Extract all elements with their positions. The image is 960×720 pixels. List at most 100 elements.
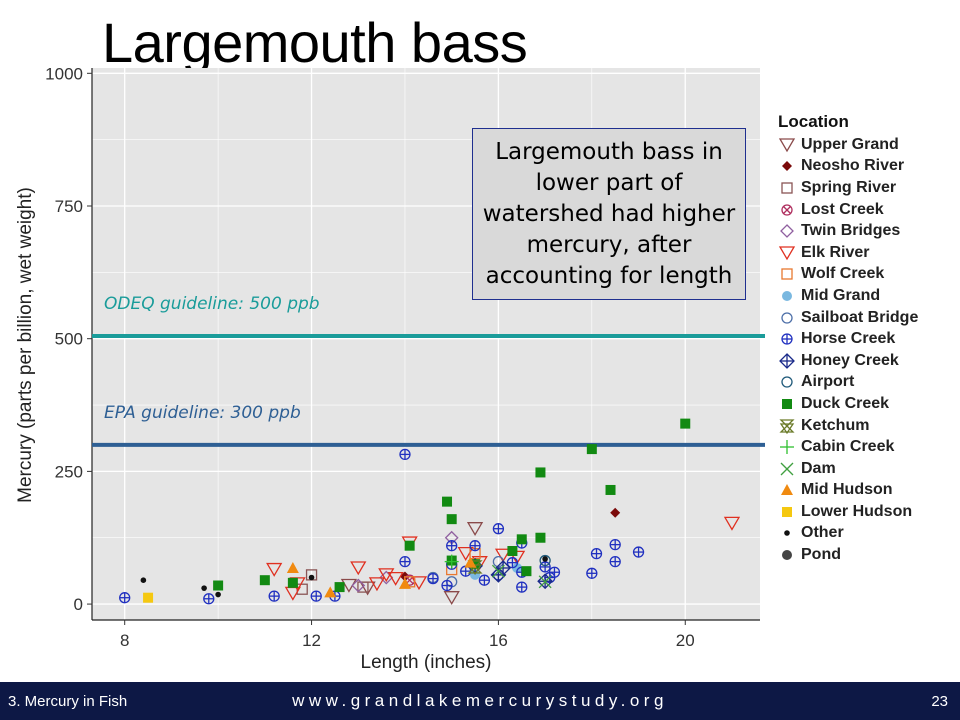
data-point bbox=[457, 547, 474, 561]
legend-marker bbox=[782, 161, 792, 172]
legend-key-icon bbox=[779, 352, 795, 369]
data-point bbox=[259, 575, 270, 586]
legend-label: Elk River bbox=[801, 243, 870, 261]
data-point bbox=[441, 579, 453, 592]
legend-marker bbox=[781, 484, 793, 496]
legend-marker bbox=[782, 550, 792, 561]
legend-label: Dam bbox=[801, 459, 836, 477]
legend-key-icon bbox=[782, 398, 792, 409]
legend-marker bbox=[781, 182, 793, 194]
data-point bbox=[140, 577, 147, 583]
legend-item: Elk River bbox=[778, 242, 918, 264]
slide-title: Largemouth bass bbox=[102, 11, 528, 74]
legend-label: Airport bbox=[801, 373, 855, 391]
y-tick-label: 1000 bbox=[45, 64, 83, 83]
data-point bbox=[535, 532, 546, 543]
legend-key-icon bbox=[779, 418, 795, 434]
data-point bbox=[609, 555, 621, 568]
data-point bbox=[266, 562, 283, 577]
data-point bbox=[310, 590, 322, 602]
data-point bbox=[512, 562, 523, 573]
footer-section-label: 3. Mercury in Fish bbox=[8, 693, 128, 710]
data-point bbox=[410, 576, 428, 591]
data-point bbox=[203, 593, 215, 605]
data-point bbox=[590, 548, 603, 560]
legend-key-icon bbox=[780, 462, 794, 476]
x-tick-label: 8 bbox=[120, 631, 129, 650]
legend-label: Twin Bridges bbox=[801, 222, 901, 240]
legend-label: Other bbox=[801, 524, 844, 542]
data-point bbox=[357, 581, 369, 593]
data-point bbox=[605, 484, 616, 495]
data-point bbox=[286, 561, 299, 573]
data-point bbox=[586, 567, 598, 579]
legend-key-icon bbox=[778, 246, 796, 261]
callout-box: Largemouth bass in lower part of watersh… bbox=[472, 128, 746, 300]
footer-bar: 3. Mercury in Fish www.grandlakemercurys… bbox=[0, 682, 960, 720]
y-tick-label: 500 bbox=[55, 330, 83, 349]
legend-label: Honey Creek bbox=[801, 351, 899, 369]
y-tick-label: 750 bbox=[55, 197, 83, 216]
legend-key-icon bbox=[780, 440, 794, 455]
data-point bbox=[467, 560, 483, 576]
data-point bbox=[548, 566, 561, 578]
data-point bbox=[399, 448, 411, 461]
data-point bbox=[351, 578, 366, 593]
data-point bbox=[680, 418, 691, 429]
legend-key-icon bbox=[784, 530, 790, 537]
axes: 8 12 16 20 0 250 500 750 1000 bbox=[45, 64, 760, 650]
data-point bbox=[470, 559, 481, 570]
data-point bbox=[492, 523, 505, 535]
legend-label: Pond bbox=[801, 546, 841, 564]
data-point bbox=[334, 582, 345, 593]
legend-marker bbox=[782, 506, 792, 517]
y-axis-title: Mercury (parts per billion, wet weight) bbox=[15, 187, 36, 503]
legend-label: Lost Creek bbox=[801, 200, 884, 218]
data-point bbox=[213, 580, 224, 591]
data-point bbox=[143, 592, 154, 603]
legend-key-icon bbox=[782, 161, 792, 172]
legend-key-icon bbox=[781, 484, 793, 496]
guideline-label: EPA guideline: 300 ppb bbox=[104, 403, 301, 423]
legend-key-icon bbox=[781, 376, 793, 388]
grid-lines bbox=[92, 68, 760, 620]
data-point bbox=[516, 581, 528, 593]
legend-label: Duck Creek bbox=[801, 394, 890, 412]
data-point bbox=[350, 561, 367, 576]
data-point bbox=[610, 507, 621, 518]
data-point bbox=[201, 585, 207, 591]
data-point bbox=[539, 554, 551, 567]
legend-marker bbox=[778, 246, 796, 261]
data-point bbox=[387, 571, 404, 586]
data-point bbox=[723, 516, 741, 531]
data-point bbox=[324, 586, 337, 598]
data-point bbox=[586, 444, 597, 455]
x-tick-label: 12 bbox=[302, 631, 321, 650]
legend-item: Dam bbox=[778, 458, 918, 480]
legend-key-icon bbox=[782, 506, 792, 517]
data-point bbox=[443, 591, 460, 605]
legend-label: Mid Hudson bbox=[801, 481, 893, 499]
data-point bbox=[464, 556, 477, 568]
legend-marker bbox=[781, 311, 793, 324]
data-point bbox=[399, 555, 411, 568]
legend-marker bbox=[781, 268, 793, 281]
data-points bbox=[119, 418, 741, 605]
legend-item: Sailboat Bridge bbox=[778, 307, 918, 329]
data-point bbox=[478, 574, 491, 586]
legend-label: Mid Grand bbox=[801, 286, 881, 304]
data-point bbox=[368, 577, 386, 592]
data-point bbox=[609, 538, 621, 551]
legend: Location Upper Grand Neosho River Spring R… bbox=[778, 112, 918, 566]
data-point bbox=[446, 540, 458, 552]
data-point bbox=[521, 566, 532, 577]
y-tick-label: 250 bbox=[55, 462, 83, 481]
legend-marker bbox=[780, 224, 794, 239]
guideline-layer: ODEQ guideline: 500 ppb EPA guideline: 30… bbox=[92, 294, 765, 447]
legend-item: Honey Creek bbox=[778, 350, 918, 372]
legend-key-icon bbox=[781, 311, 793, 324]
data-point bbox=[539, 561, 551, 573]
legend-marker bbox=[781, 333, 793, 345]
legend-label: Ketchum bbox=[801, 416, 870, 434]
footer-website: www.grandlakemercurystudy.org bbox=[292, 691, 668, 710]
